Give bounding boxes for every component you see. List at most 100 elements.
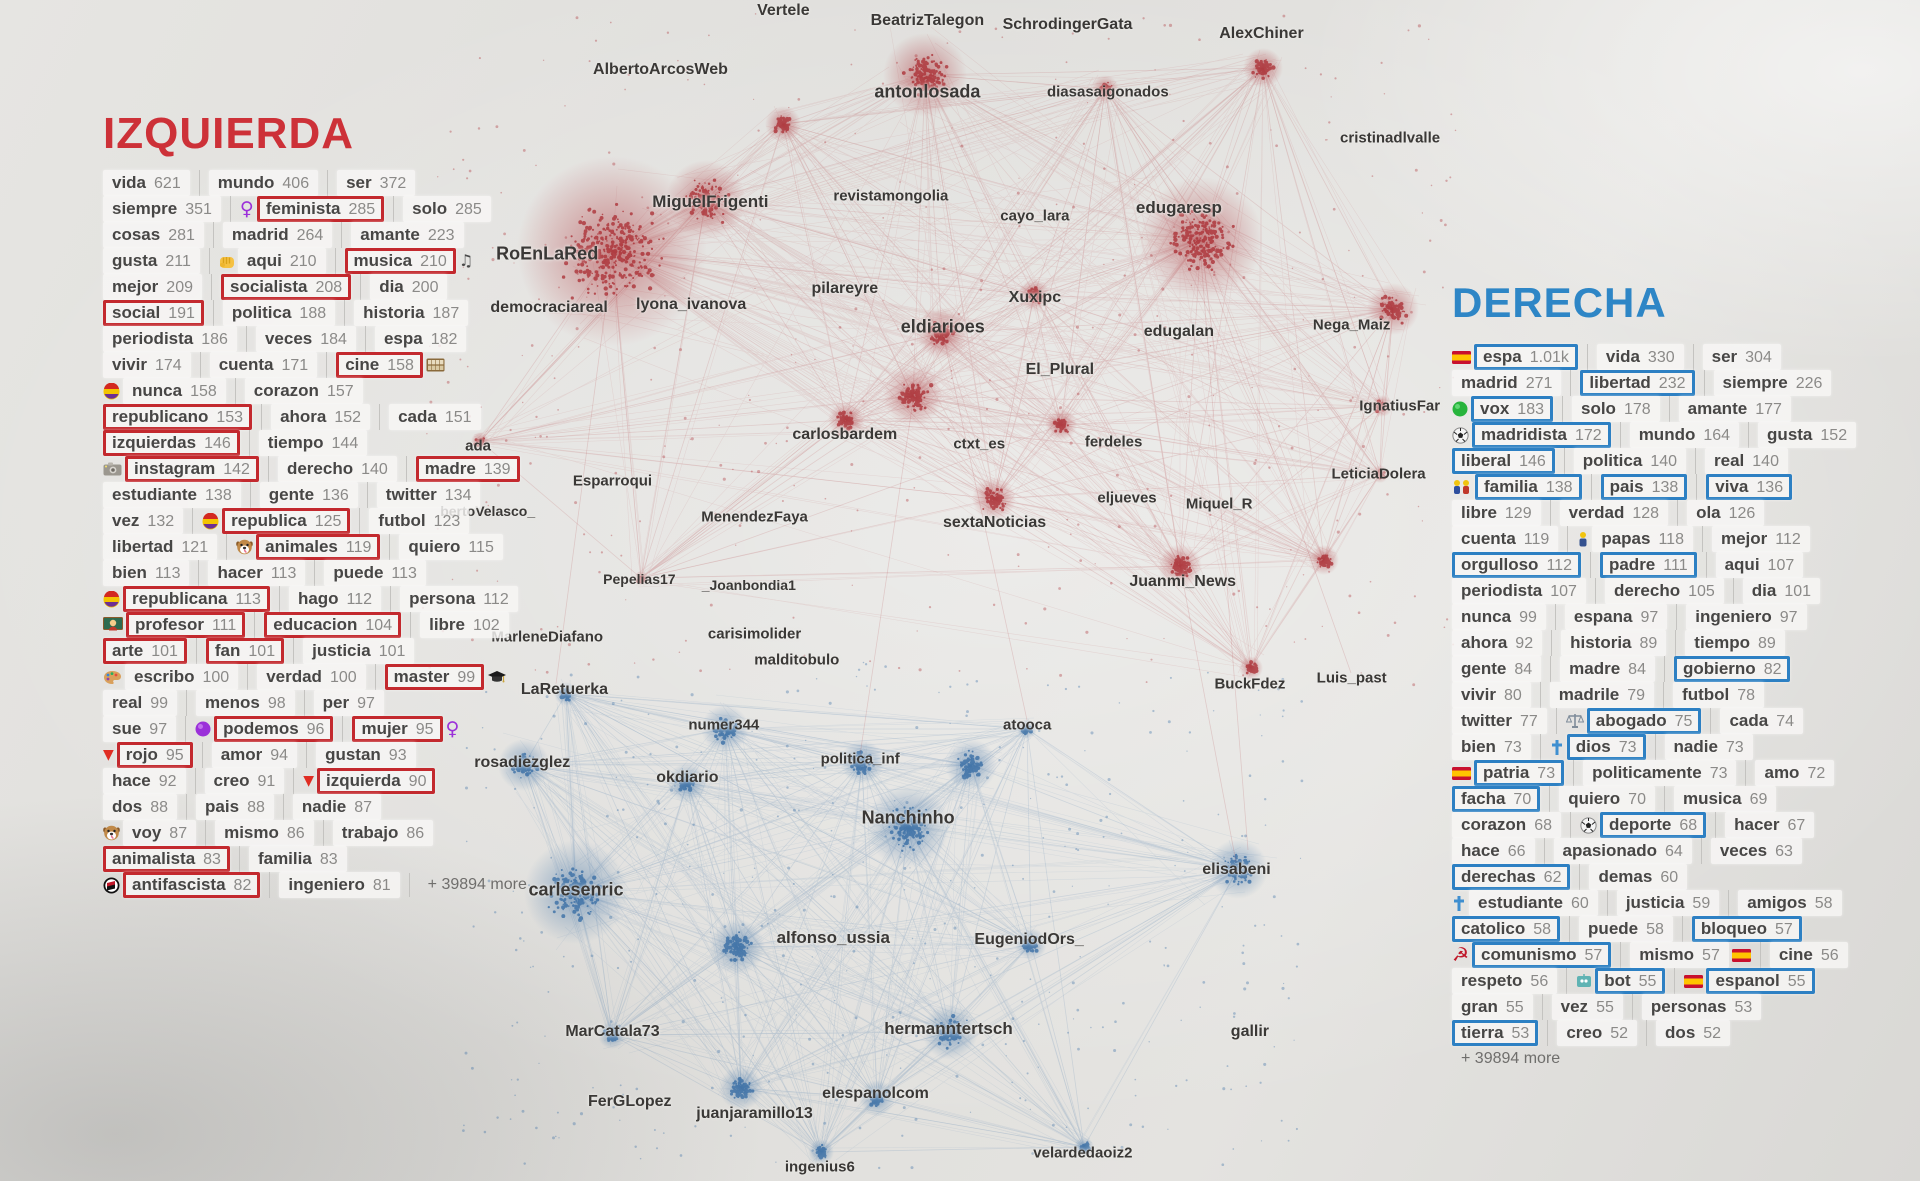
word-item: bien 113 <box>103 560 198 586</box>
word-count: 112 <box>346 591 373 608</box>
word-chip: respeto 56 <box>1452 968 1558 994</box>
word-count: 330 <box>1647 349 1675 366</box>
word-row: sue 97 podemos 96 mujer 95 ♀ <box>103 716 545 742</box>
word-count: 186 <box>201 331 228 348</box>
word-item: cine 158 <box>326 352 454 378</box>
word-chip: fan 101 <box>205 638 285 664</box>
word-chip: gusta 211 <box>103 248 200 274</box>
word-text: hace <box>112 771 151 790</box>
word-row: ahora 92 historia 89 tiempo 89 <box>1452 630 1865 656</box>
word-item: mismo 86 <box>205 820 323 846</box>
word-item: profesor 111 <box>103 612 254 638</box>
word-row: derechas 62 demas 60 <box>1452 864 1865 890</box>
word-chip: cuenta 171 <box>209 352 318 378</box>
word-text: apasionado <box>1562 841 1658 860</box>
word-item: fan 101 <box>195 638 293 664</box>
word-text: historia <box>363 303 425 322</box>
word-count: 151 <box>444 409 472 426</box>
word-text: republica <box>231 511 307 530</box>
word-count: 99 <box>1519 609 1537 626</box>
word-chip: creo 91 <box>204 768 285 794</box>
word-text: nadie <box>1673 737 1718 756</box>
word-item: animales 119 <box>226 534 389 560</box>
word-text: hacer <box>1734 815 1780 834</box>
word-item: catolico 58 <box>1452 916 1569 942</box>
word-chip: rojo 95 <box>116 742 193 768</box>
word-text: sue <box>112 719 142 738</box>
word-chip: familia 138 <box>1475 474 1582 500</box>
word-count: 83 <box>319 851 338 868</box>
word-item: verdad 100 <box>247 664 374 690</box>
word-count: 136 <box>322 487 349 504</box>
word-item: mundo 406 <box>198 170 327 196</box>
word-text: deporte <box>1608 815 1672 834</box>
word-text: espanol <box>1715 971 1780 990</box>
word-text: mejor <box>112 277 159 296</box>
word-text: cuenta <box>1461 529 1516 548</box>
word-text: animalista <box>112 849 196 868</box>
word-text: solo <box>1581 399 1616 418</box>
word-row: gran 55 vez 55 personas 53 <box>1452 994 1865 1020</box>
word-item: aqui 107 <box>1705 552 1813 578</box>
word-item: creo 52 <box>1547 1020 1646 1046</box>
word-item: madre 84 <box>1550 656 1664 682</box>
word-text: papas <box>1601 529 1651 548</box>
word-count: 90 <box>408 773 427 790</box>
word-chip: nadie 73 <box>1664 734 1753 760</box>
word-text: cuenta <box>218 355 274 374</box>
word-item: viva 136 <box>1696 474 1801 500</box>
word-chip: persona 112 <box>400 586 518 612</box>
izquierda-word-list: vida 621 mundo 406 ser 372 siempre 351 ♀ feminist… <box>103 170 545 898</box>
palette-icon <box>103 670 122 685</box>
word-text: musica <box>1682 789 1742 808</box>
word-item: vez 55 <box>1541 994 1632 1020</box>
word-chip: vivir 174 <box>103 352 191 378</box>
word-count: 97 <box>1640 609 1659 626</box>
word-item: periodista 107 <box>1452 578 1595 604</box>
word-text: ingeniero <box>1695 607 1772 626</box>
word-item: republica 125 <box>192 508 359 534</box>
word-row: dos 88 pais 88 nadie 87 <box>103 794 545 820</box>
word-count: 84 <box>1628 661 1646 678</box>
word-item: derechas 62 <box>1452 864 1579 890</box>
word-chip: gente 84 <box>1452 656 1542 682</box>
word-chip: ingeniero 81 <box>279 872 400 898</box>
word-item: veces 63 <box>1700 838 1811 864</box>
word-text: catolico <box>1461 919 1526 938</box>
word-text: puede <box>333 563 384 582</box>
word-text: social <box>112 303 161 322</box>
word-count: 182 <box>430 331 458 348</box>
purple-circle-icon <box>195 721 211 737</box>
word-chip: musica 210 <box>344 248 456 274</box>
word-count: 104 <box>365 617 393 634</box>
word-count: 58 <box>1533 921 1552 938</box>
word-chip: pais 88 <box>196 794 274 820</box>
word-chip: hago 112 <box>288 586 382 612</box>
word-text: dios <box>1575 737 1611 756</box>
word-chip: ola 126 <box>1687 500 1765 526</box>
word-text: amante <box>360 225 420 244</box>
word-count: 82 <box>233 877 252 894</box>
word-text: republicana <box>132 589 228 608</box>
word-row: arte 101 fan 101 justicia 101 <box>103 638 545 664</box>
word-count: 97 <box>149 721 168 738</box>
word-item: tiempo 144 <box>248 430 376 456</box>
word-item: corazon 157 <box>234 378 372 404</box>
word-count: 93 <box>388 747 407 764</box>
word-count: 60 <box>1571 895 1589 912</box>
word-text: vida <box>1605 347 1640 366</box>
word-text: antifascista <box>132 875 226 894</box>
word-chip: gran 55 <box>1452 994 1533 1020</box>
word-count: 126 <box>1728 505 1756 522</box>
word-item: republicano 153 <box>103 404 261 430</box>
word-item: hacer 113 <box>198 560 314 586</box>
word-row: corazon 68 deporte 68 hacer 67 <box>1452 812 1865 838</box>
word-item: espa 1.01k <box>1452 344 1587 370</box>
word-item: tiempo 89 <box>1675 630 1794 656</box>
word-count: 304 <box>1745 349 1772 366</box>
word-count: 174 <box>154 357 182 374</box>
word-chip: politica 140 <box>1573 448 1687 474</box>
word-item: ingeniero 81 <box>269 872 408 898</box>
word-chip: dos 88 <box>103 794 178 820</box>
